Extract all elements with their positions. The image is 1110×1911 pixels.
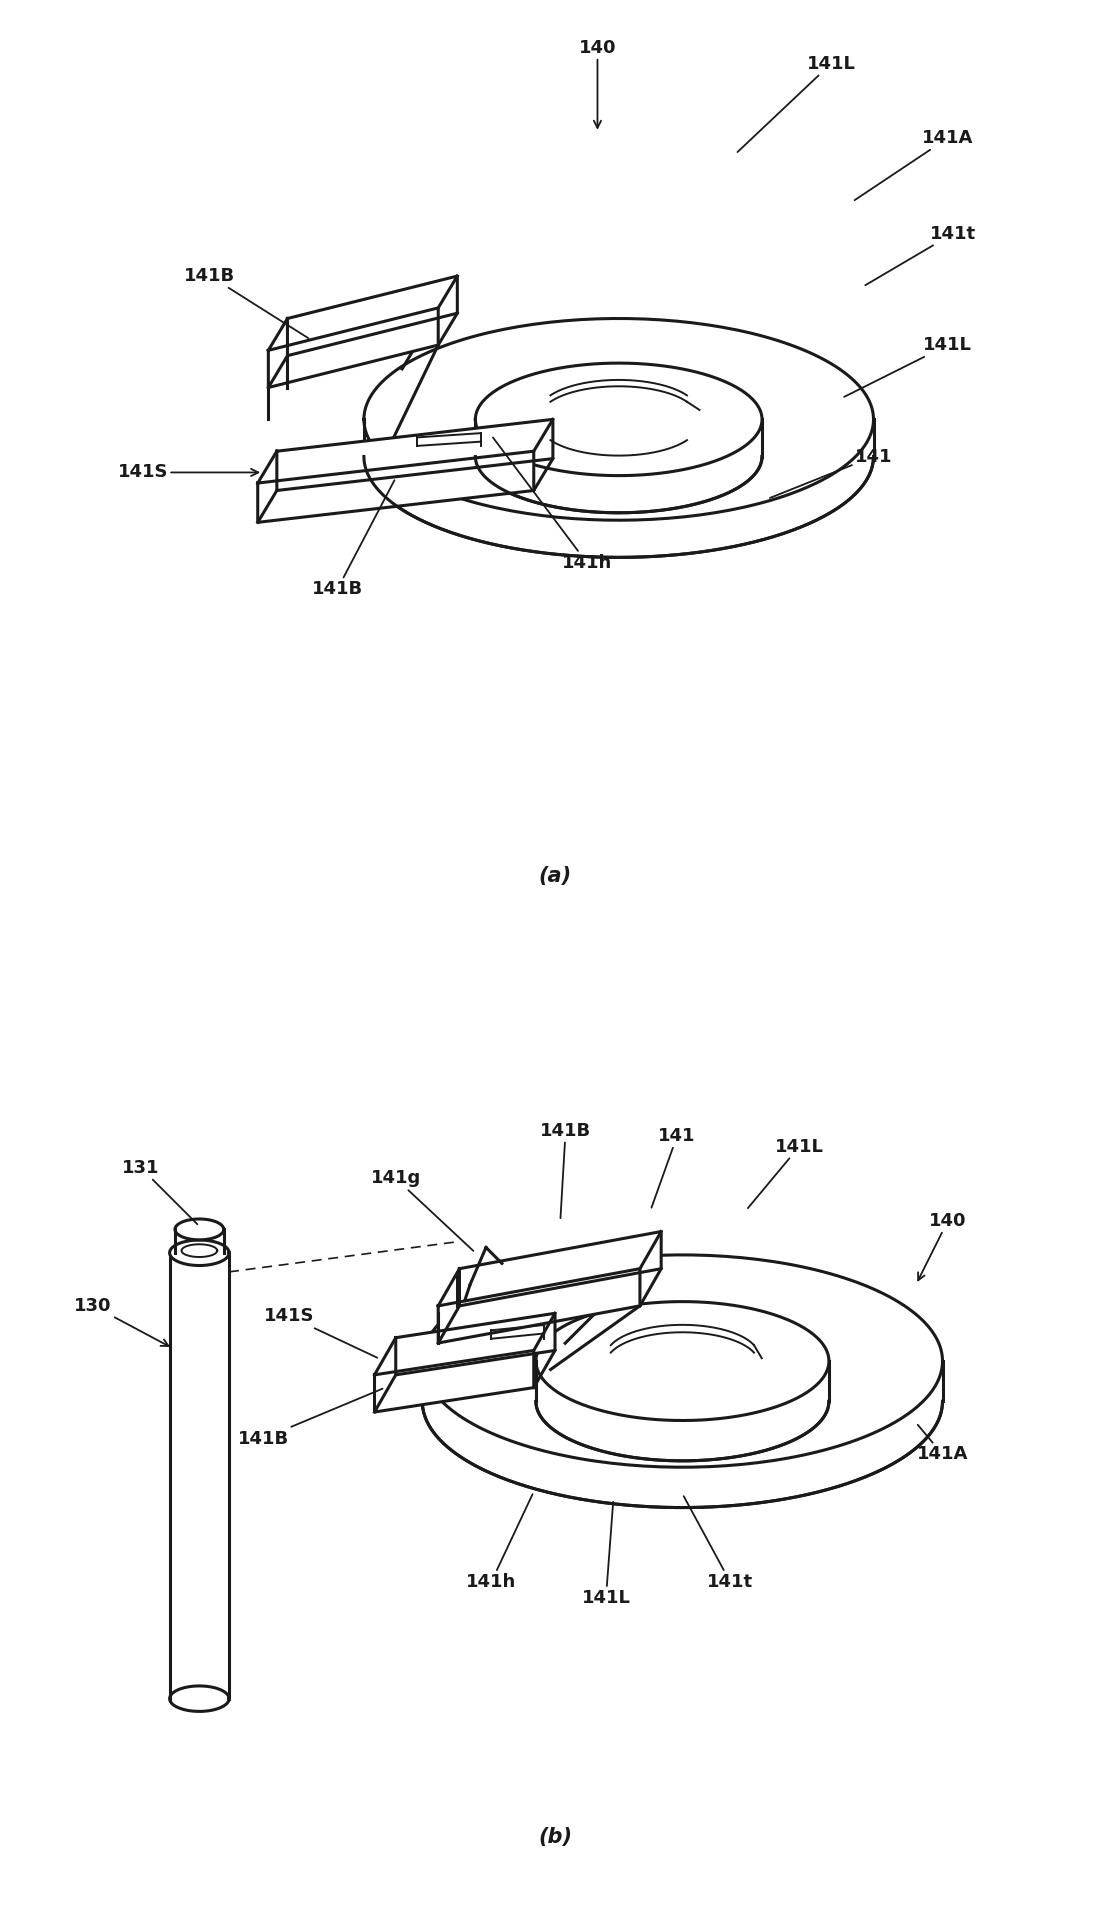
Text: 141B: 141B (184, 268, 309, 338)
Polygon shape (374, 1351, 534, 1412)
Polygon shape (258, 451, 534, 522)
Polygon shape (287, 275, 457, 355)
Text: (a): (a) (538, 866, 572, 887)
Text: 141A: 141A (855, 130, 973, 201)
Polygon shape (422, 1256, 942, 1468)
Polygon shape (364, 319, 874, 520)
Polygon shape (175, 1219, 224, 1240)
Text: 141A: 141A (917, 1426, 968, 1464)
Text: 141L: 141L (737, 55, 856, 153)
Polygon shape (170, 1686, 229, 1712)
Polygon shape (170, 1240, 229, 1265)
Text: 141S: 141S (264, 1307, 377, 1357)
Text: 140: 140 (578, 38, 616, 128)
Text: 141: 141 (770, 447, 892, 499)
Text: (b): (b) (538, 1827, 572, 1846)
Text: 141B: 141B (312, 480, 394, 598)
Polygon shape (422, 1401, 942, 1508)
Text: 141t: 141t (866, 225, 976, 285)
Text: 130: 130 (74, 1298, 169, 1345)
Text: 141h: 141h (493, 438, 612, 571)
Polygon shape (269, 308, 438, 388)
Polygon shape (364, 457, 874, 558)
Text: 141h: 141h (466, 1494, 533, 1590)
Polygon shape (460, 1231, 662, 1305)
Text: 141B: 141B (541, 1122, 592, 1217)
Text: 131: 131 (122, 1158, 198, 1225)
Text: 140: 140 (918, 1212, 967, 1280)
Text: 141L: 141L (582, 1502, 630, 1607)
Polygon shape (438, 1269, 640, 1343)
Polygon shape (276, 419, 553, 491)
Text: 141L: 141L (844, 336, 972, 397)
Text: 141: 141 (652, 1127, 696, 1208)
Polygon shape (396, 1313, 555, 1374)
Polygon shape (170, 1254, 229, 1699)
Text: 141g: 141g (371, 1170, 473, 1252)
Text: 141B: 141B (238, 1389, 383, 1447)
Text: 141L: 141L (748, 1137, 824, 1208)
Text: 141S: 141S (118, 464, 259, 482)
Text: 141t: 141t (684, 1496, 754, 1590)
